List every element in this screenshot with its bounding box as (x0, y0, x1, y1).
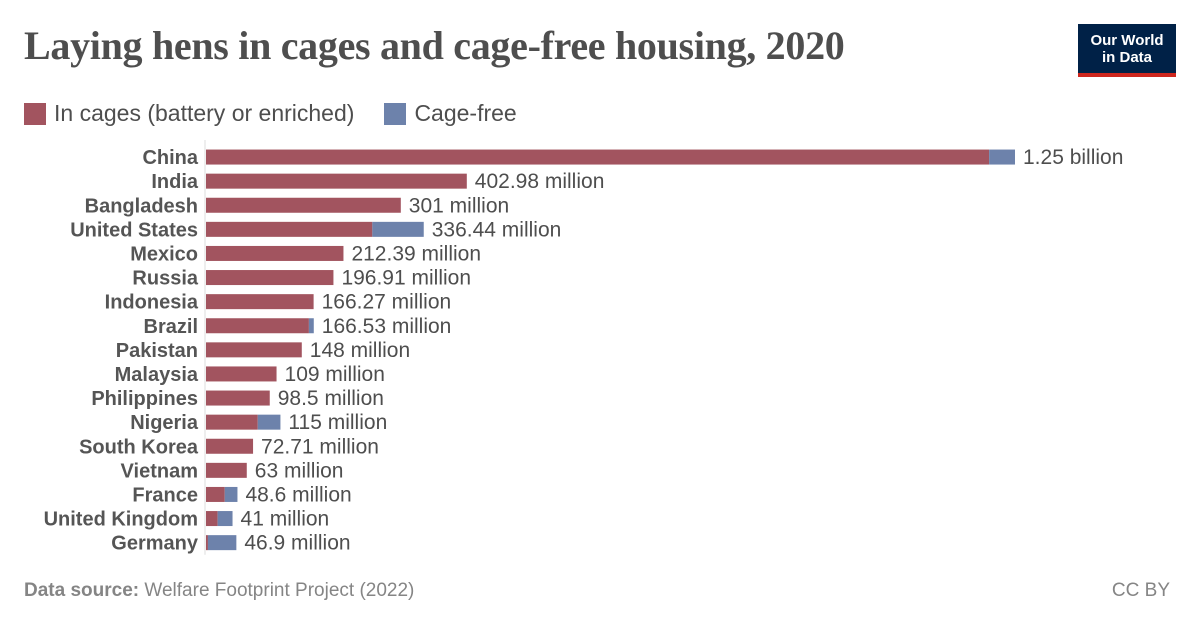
category-label: Russia (132, 268, 198, 290)
bar-segment-cage-free[interactable] (257, 414, 281, 430)
bar-value-label: 63 million (255, 459, 344, 482)
category-label: Brazil (144, 316, 198, 338)
category-label: Germany (111, 533, 199, 555)
logo-line-1: Our World (1090, 31, 1164, 49)
legend-label-cage-free: Cage-free (414, 100, 517, 126)
category-label: Indonesia (105, 292, 199, 314)
bar-segment-caged[interactable] (206, 221, 373, 237)
bar-segment-caged[interactable] (206, 342, 302, 358)
legend-item-caged[interactable]: In cages (battery or enriched) (24, 100, 354, 127)
bar-value-label: 402.98 million (475, 170, 605, 193)
bar-segment-cage-free[interactable] (989, 149, 1015, 165)
bar-segment-cage-free[interactable] (372, 221, 424, 237)
data-source: Data source: Welfare Footprint Project (… (24, 580, 414, 602)
bar-chart: China 1.25 billion India 402.98 million Bang… (44, 140, 1123, 555)
bar-segment-caged[interactable] (206, 245, 344, 261)
legend-swatch-cage-free (384, 102, 407, 125)
chart-title: Laying hens in cages and cage-free housi… (24, 23, 845, 68)
category-label: China (142, 147, 198, 169)
bar-segment-caged[interactable] (206, 414, 258, 430)
bar-segment-caged[interactable] (206, 535, 208, 551)
bar-segment-caged[interactable] (206, 511, 218, 527)
category-label: France (132, 484, 198, 506)
bar-value-label: 72.71 million (261, 435, 379, 458)
bar-segment-caged[interactable] (206, 149, 990, 165)
legend-swatch-caged (24, 102, 46, 125)
category-label: India (151, 171, 199, 193)
bar-segment-cage-free[interactable] (217, 511, 233, 527)
legend-item-cage-free[interactable]: Cage-free (384, 100, 517, 127)
category-label: Bangladesh (85, 195, 198, 217)
category-label: Nigeria (130, 412, 199, 434)
data-source-text[interactable]: Welfare Footprint Project (2022) (144, 580, 415, 601)
bar-value-label: 301 million (409, 194, 509, 217)
category-label: Mexico (130, 243, 198, 265)
owid-logo[interactable]: Our World in Data (1078, 24, 1176, 77)
bar-segment-caged[interactable] (206, 486, 225, 502)
bar-value-label: 115 million (288, 411, 387, 434)
legend-label-caged: In cages (battery or enriched) (54, 100, 355, 126)
bar-segment-caged[interactable] (206, 197, 401, 213)
bar-value-label: 48.6 million (245, 483, 351, 506)
category-label: United Kingdom (44, 509, 198, 531)
bar-segment-caged[interactable] (206, 390, 270, 406)
bar-segment-cage-free[interactable] (207, 535, 237, 551)
bar-value-label: 148 million (310, 339, 410, 362)
bar-value-label: 98.5 million (278, 387, 384, 410)
bar-segment-caged[interactable] (206, 366, 277, 382)
chart-legend: In cages (battery or enriched) Cage-free (24, 100, 547, 127)
bar-value-label: 109 million (285, 363, 385, 386)
bar-segment-cage-free[interactable] (224, 486, 238, 502)
bar-segment-caged[interactable] (206, 294, 314, 310)
bar-value-label: 46.9 million (244, 532, 350, 555)
data-source-label: Data source: (24, 580, 140, 601)
category-label: South Korea (79, 436, 199, 458)
category-label: Vietnam (121, 460, 198, 482)
bar-value-label: 166.53 million (322, 315, 452, 338)
logo-line-2: in Data (1101, 48, 1152, 66)
license-text[interactable]: CC BY (1111, 580, 1170, 601)
bar-value-label: 41 million (241, 508, 330, 531)
bar-value-label: 196.91 million (341, 267, 471, 290)
category-label: United States (70, 219, 198, 241)
bar-value-label: 166.27 million (322, 291, 452, 314)
bar-segment-cage-free[interactable] (308, 318, 314, 334)
bar-segment-caged[interactable] (206, 173, 467, 189)
bar-value-label: 212.39 million (351, 242, 481, 265)
bar-value-label: 1.25 billion (1023, 146, 1123, 169)
bar-segment-caged[interactable] (206, 438, 254, 454)
category-label: Philippines (91, 388, 198, 410)
bar-segment-caged[interactable] (206, 318, 309, 334)
category-label: Pakistan (116, 340, 198, 362)
category-label: Malaysia (115, 364, 199, 386)
bar-value-label: 336.44 million (432, 218, 562, 241)
bar-segment-caged[interactable] (206, 270, 334, 286)
bar-segment-caged[interactable] (206, 462, 247, 478)
